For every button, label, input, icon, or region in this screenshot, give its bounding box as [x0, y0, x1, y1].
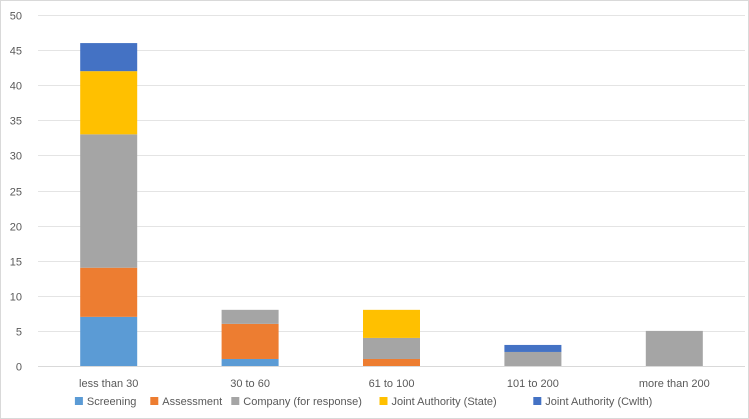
bar-segment	[363, 358, 420, 366]
legend-label: Company (for response)	[243, 396, 362, 408]
legend-item: Assessment	[150, 396, 222, 408]
y-tick-label: 15	[10, 257, 22, 269]
y-tick-label: 50	[10, 11, 22, 23]
bar-segment	[80, 267, 138, 317]
legend-swatch	[74, 397, 83, 405]
y-tick-label: 20	[10, 222, 22, 234]
bar-segment	[363, 309, 420, 338]
bar-segment	[80, 71, 138, 135]
legend-swatch	[231, 397, 240, 405]
bar-segment	[80, 43, 138, 72]
legend-swatch	[150, 397, 159, 405]
legend-item: Company (for response)	[231, 396, 362, 408]
y-tick-label: 35	[10, 116, 22, 128]
bar-segment	[221, 309, 279, 324]
y-tick-label: 45	[10, 46, 22, 58]
y-tick-label: 30	[10, 151, 22, 163]
bar-segment	[80, 316, 138, 366]
y-tick-label: 0	[16, 362, 22, 374]
x-tick-label: 61 to 100	[369, 378, 415, 390]
bar-segment	[221, 323, 279, 359]
legend-item: Joint Authority (State)	[379, 396, 497, 408]
y-tick-label: 5	[16, 327, 22, 339]
bar-segment	[221, 358, 279, 366]
bar-segment	[363, 337, 420, 359]
legend-label: Assessment	[162, 396, 222, 408]
legend-swatch	[533, 397, 542, 405]
bar-segment	[80, 134, 138, 268]
x-tick-label: 30 to 60	[230, 378, 270, 390]
legend-label: Screening	[87, 396, 137, 408]
x-tick-label: more than 200	[639, 378, 710, 390]
x-tick-label: 101 to 200	[507, 378, 559, 390]
x-tick-label: less than 30	[79, 378, 138, 390]
legend-label: Joint Authority (State)	[392, 396, 497, 408]
bar-segment	[645, 330, 703, 366]
y-tick-label: 10	[10, 292, 22, 304]
legend-swatch	[379, 397, 388, 405]
y-tick-label: 40	[10, 81, 22, 93]
legend-item: Joint Authority (Cwlth)	[533, 396, 652, 408]
y-tick-label: 25	[10, 187, 22, 199]
legend-label: Joint Authority (Cwlth)	[545, 396, 652, 408]
bar-segment	[504, 344, 562, 352]
bar-segment	[504, 351, 562, 366]
legend-item: Screening	[74, 396, 137, 408]
